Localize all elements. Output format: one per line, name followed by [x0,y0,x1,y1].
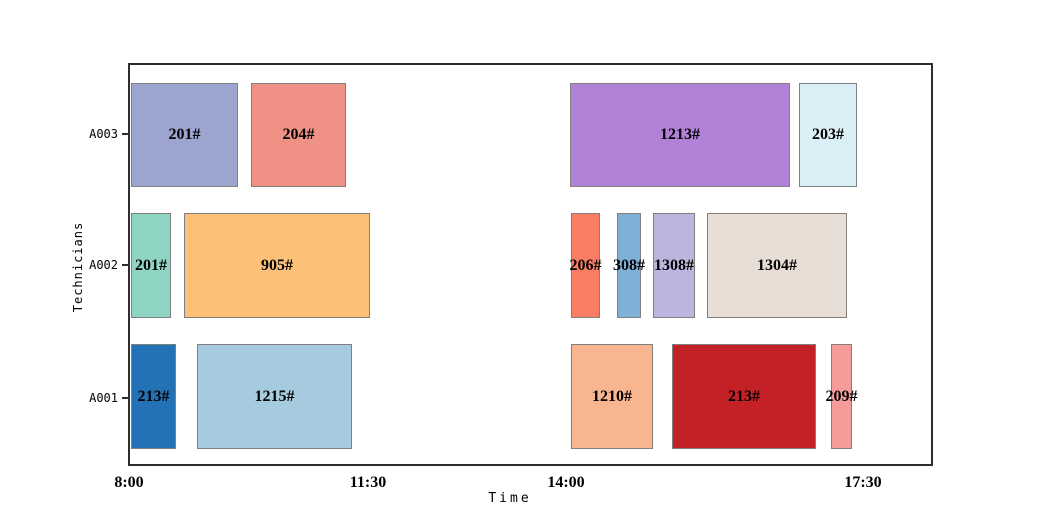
task-bar: 1210# [571,344,653,449]
task-bar-label: 201# [135,256,167,274]
task-bar-label: 201# [168,126,201,143]
task-bar: 1308# [653,213,695,318]
task-bar: 213# [672,344,816,449]
task-bar-label: 204# [282,126,315,143]
task-bar-label: 213# [728,387,760,405]
task-bar: 201# [131,213,171,318]
x-tick-label: 8:00 [114,474,144,491]
y-tick-mark [122,133,128,135]
y-tick-label: A003 [89,127,118,141]
task-bar-label: 213# [137,387,170,405]
task-bar: 1304# [707,213,847,318]
task-bar-label: 1304# [757,256,797,274]
y-tick-mark [122,397,128,399]
task-bar: 213# [131,344,176,449]
task-bar-label: 206# [569,256,602,274]
x-axis-title: Time [488,491,532,506]
task-bar: 204# [251,83,346,187]
task-bar: 1215# [197,344,352,449]
task-bar: 203# [799,83,857,187]
task-bar: 201# [131,83,238,187]
task-bar-label: 1210# [592,387,632,405]
task-bar-label: 203# [812,126,844,143]
task-bar: 209# [826,344,858,449]
task-bar-label: 905# [261,256,293,274]
y-tick-label: A001 [89,391,118,405]
task-bar-label: 1215# [254,387,295,405]
x-tick-label: 14:00 [547,474,585,491]
task-bar-label: 1213# [660,126,700,143]
y-axis-title: Technicians [71,221,85,313]
task-bar: 206# [569,213,602,318]
task-bar: 1213# [570,83,790,187]
y-tick-label: A002 [89,258,118,272]
task-bar-label: 308# [613,256,645,274]
task-bar: 905# [184,213,370,318]
task-bar-label: 1308# [654,256,694,274]
x-tick-label: 17:30 [844,474,882,491]
task-bar: 308# [613,213,645,318]
task-bar-label: 209# [825,387,858,405]
x-tick-label: 11:30 [349,474,387,491]
y-tick-mark [122,264,128,266]
